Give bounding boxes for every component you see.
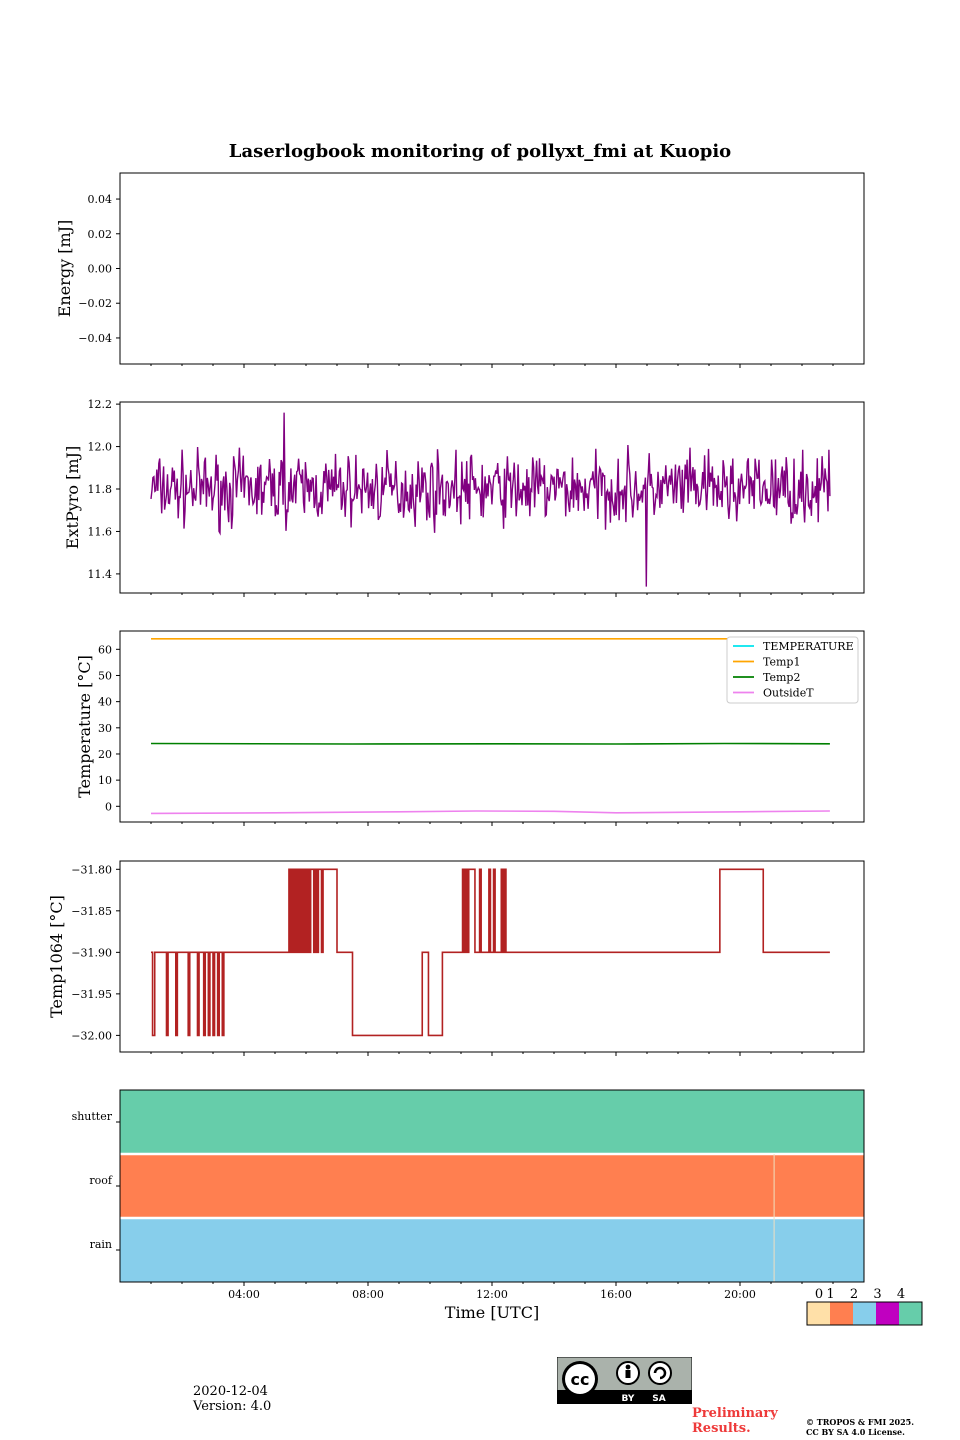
x-axis-label: Time [UTC] <box>445 1303 539 1322</box>
copyright-note: © TROPOS & FMI 2025. CC BY SA 4.0 Licens… <box>806 1417 914 1437</box>
extpyro-ytick-label: 11.8 <box>88 483 113 496</box>
temperature-ytick-label: 40 <box>98 696 112 709</box>
panel-energy: −0.04 −0.02 0.00 0.02 0.04 Energy [mJ] <box>55 172 865 368</box>
x-tick-label: 20:00 <box>724 1288 756 1301</box>
status-label-roof: roof <box>89 1174 113 1187</box>
cc-sa-text: SA <box>652 1394 665 1404</box>
series-outsidet <box>150 810 830 815</box>
colorbar-swatch-1 <box>830 1302 853 1325</box>
x-tick-label: 16:00 <box>600 1288 632 1301</box>
panel-temperature: 0 10 20 30 40 50 60 Temperature [°C] TEMPERATURE… <box>75 630 865 826</box>
temp1064-ytick-label: −31.85 <box>71 905 112 918</box>
temp1064-ylabel: Temp1064 [°C] <box>47 895 66 1018</box>
date-label: 2020-12-04 <box>193 1384 268 1399</box>
colorbar-frame <box>806 1301 923 1326</box>
extpyro-frame <box>119 401 865 594</box>
colorbar-swatch-0 <box>807 1302 830 1325</box>
energy-ytick-label: 0.00 <box>88 263 113 276</box>
status-label-shutter: shutter <box>72 1110 113 1123</box>
cc-by-text: BY <box>622 1394 635 1404</box>
status-row-roof <box>120 1154 864 1218</box>
colorbar-label-1: 1 <box>826 1287 834 1302</box>
copyright-line-1: © TROPOS & FMI 2025. <box>806 1417 915 1427</box>
copyright-line-2: CC BY SA 4.0 License. <box>806 1427 905 1437</box>
x-tick-label: 08:00 <box>352 1288 384 1301</box>
preliminary-line-1: Preliminary <box>692 1406 778 1421</box>
status-row-rain <box>120 1218 864 1282</box>
temp1064-ytick-label: −32.00 <box>71 1029 112 1042</box>
temperature-ytick-label: 10 <box>98 774 112 787</box>
colorbar-label-2: 2 <box>850 1287 858 1302</box>
status-frame <box>119 1089 865 1283</box>
colorbar-label-0: 0 <box>815 1287 823 1302</box>
extpyro-ytick-label: 11.4 <box>88 568 113 581</box>
colorbar-swatch-2 <box>853 1302 876 1325</box>
preliminary-line-2: Results. <box>692 1421 751 1436</box>
preliminary-note: Preliminary Results. <box>692 1406 778 1436</box>
energy-ytick-label: −0.02 <box>78 297 112 310</box>
series-temp2 <box>150 742 830 745</box>
energy-ytick-label: 0.02 <box>88 228 113 241</box>
temp1064-ytick-label: −31.95 <box>71 988 112 1001</box>
legend-label-temp1: Temp1 <box>763 656 800 669</box>
energy-frame <box>119 172 865 365</box>
energy-ylabel: Energy [mJ] <box>55 220 74 318</box>
temp1064-frame <box>119 860 865 1053</box>
temp1064-ytick-label: −31.90 <box>71 946 112 959</box>
energy-ytick-label: 0.04 <box>88 193 113 206</box>
x-tick-label: 04:00 <box>228 1288 260 1301</box>
temperature-ytick-label: 50 <box>98 669 112 682</box>
panel-status: shutter roof rain 04:00 08:00 12:00 16:00 20:00… <box>72 1089 865 1322</box>
version-label: Version: 4.0 <box>193 1399 272 1414</box>
legend: TEMPERATURE Temp1 Temp2 OutsideT <box>726 636 859 704</box>
legend-label-temperature: TEMPERATURE <box>763 640 854 653</box>
colorbar-label-3: 3 <box>873 1287 881 1302</box>
temperature-ylabel: Temperature [°C] <box>75 655 94 798</box>
status-row-shutter <box>120 1090 864 1154</box>
colorbar-swatch-3 <box>876 1302 899 1325</box>
extpyro-ytick-label: 12.2 <box>88 398 113 411</box>
figure-title: Laserlogbook monitoring of pollyxt_fmi a… <box>228 141 732 162</box>
temp1064-line <box>151 868 830 1037</box>
temperature-frame <box>119 630 865 823</box>
legend-label-temp2: Temp2 <box>763 671 800 684</box>
temperature-ytick-label: 60 <box>98 643 112 656</box>
panel-temp1064: −32.00 −31.95 −31.90 −31.85 −31.80 Temp1064 [… <box>47 860 865 1056</box>
date-version: 2020-12-04 Version: 4.0 <box>193 1384 271 1414</box>
extpyro-line <box>150 412 831 587</box>
extpyro-ytick-label: 11.6 <box>88 525 113 538</box>
legend-box <box>726 636 859 704</box>
temperature-ytick-label: 20 <box>98 748 112 761</box>
panel-extpyro: 11.4 11.6 11.8 12.0 12.2 ExtPyro [mJ] <box>63 398 865 597</box>
temperature-ytick-label: 0 <box>105 800 112 813</box>
x-tick-label: 12:00 <box>476 1288 508 1301</box>
colorbar-label-4: 4 <box>897 1287 905 1302</box>
energy-ytick-label: −0.04 <box>78 332 112 345</box>
extpyro-ytick-label: 12.0 <box>88 441 113 454</box>
temperature-ytick-label: 30 <box>98 722 112 735</box>
extpyro-ylabel: ExtPyro [mJ] <box>63 446 82 549</box>
svg-text:cc: cc <box>571 1370 590 1389</box>
colorbar-swatch-4 <box>899 1302 922 1325</box>
status-label-rain: rain <box>90 1238 112 1251</box>
legend-label-outsidet: OutsideT <box>763 687 814 700</box>
cc-license-badge: cc BY SA <box>557 1357 692 1404</box>
temp1064-ytick-label: −31.80 <box>71 863 112 876</box>
